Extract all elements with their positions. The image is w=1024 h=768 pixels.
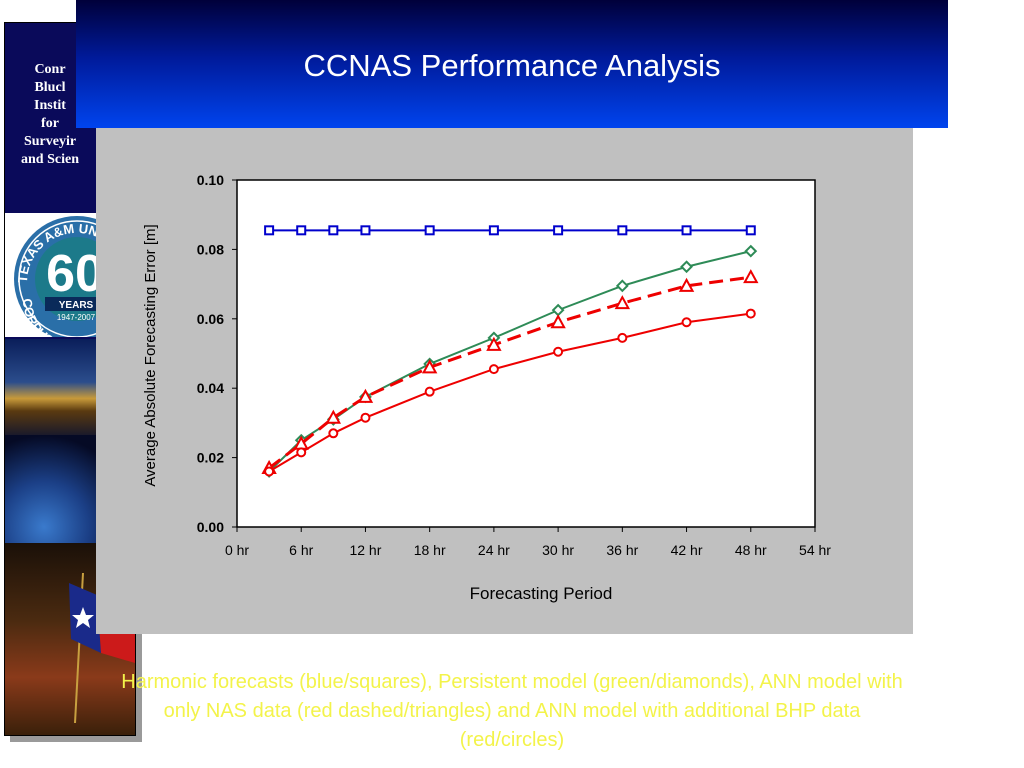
data-point-diamond xyxy=(615,279,629,293)
data-point-triangle xyxy=(678,277,695,292)
sidebar-line: and Scien xyxy=(21,152,79,167)
data-point-triangle xyxy=(550,314,566,329)
data-point-circle xyxy=(328,428,339,439)
data-point-circle xyxy=(681,317,692,328)
x-axis-label: Forecasting Period xyxy=(470,584,613,603)
data-point-circle xyxy=(745,308,756,319)
plot-area xyxy=(236,179,816,528)
chart-panel: 0.00 0.02 0.04 0.06 0.08 0.10 0 hr 6 hr 12 hr 18 … xyxy=(96,128,913,634)
data-point-triangle xyxy=(614,295,631,310)
data-point-square xyxy=(264,225,275,236)
caption-line-1: Harmonic forecasts (blue/squares), Persi… xyxy=(121,671,903,693)
data-point-circle xyxy=(617,332,628,343)
data-point-circle xyxy=(264,466,275,477)
data-point-triangle xyxy=(421,359,438,374)
y-tick-label: 0.02 xyxy=(197,450,224,466)
seal-dates: 1947-2007 xyxy=(57,313,96,322)
y-tick-label: 0.08 xyxy=(197,241,224,257)
data-point-circle xyxy=(296,447,307,458)
data-point-square xyxy=(328,225,339,236)
data-point-circle xyxy=(488,364,499,375)
data-point-square xyxy=(745,225,756,236)
x-tick-label: 36 hr xyxy=(606,542,638,558)
sidebar-line: for xyxy=(41,116,59,131)
seal-years: YEARS xyxy=(59,300,94,311)
y-axis-label: Average Absolute Forecasting Error [m] xyxy=(142,224,159,486)
header-banner: CCNAS Performance Analysis xyxy=(76,0,948,128)
sidebar-line: Conr xyxy=(34,62,66,77)
caption: Harmonic forecasts (blue/squares), Persi… xyxy=(0,668,1024,755)
data-point-triangle xyxy=(486,336,502,351)
data-point-triangle xyxy=(325,409,342,424)
data-point-circle xyxy=(553,346,564,357)
sidebar-institute-name: Conr Blucl Instit for Surveyir and Scien xyxy=(5,61,95,169)
data-point-square xyxy=(296,225,307,236)
slide-title: CCNAS Performance Analysis xyxy=(303,48,721,83)
x-tick-label: 48 hr xyxy=(735,542,767,558)
x-tick-label: 12 hr xyxy=(349,542,381,558)
x-tick-label: 6 hr xyxy=(289,542,313,558)
x-tick-label: 0 hr xyxy=(225,542,249,558)
seal-number: 60 xyxy=(46,245,104,303)
data-point-square xyxy=(553,225,564,236)
data-point-square xyxy=(617,225,628,236)
x-tick-label: 54 hr xyxy=(799,542,831,558)
x-tick-label: 18 hr xyxy=(414,542,446,558)
y-tick-label: 0.10 xyxy=(197,172,224,188)
sidebar-line: Surveyir xyxy=(23,134,77,149)
data-point-square xyxy=(360,225,371,236)
x-tick-label: 42 hr xyxy=(671,542,703,558)
data-point-square xyxy=(681,225,692,236)
data-point-square xyxy=(424,225,435,236)
sidebar-line: Instit xyxy=(34,98,66,113)
y-tick-label: 0.04 xyxy=(197,380,224,396)
series-line-triangle xyxy=(268,275,751,470)
caption-line-2: only NAS data (red dashed/triangles) and… xyxy=(163,700,861,722)
y-tick-label: 0.00 xyxy=(197,519,224,535)
data-point-triangle xyxy=(357,388,374,403)
y-tick-label: 0.06 xyxy=(197,311,224,327)
x-tick-label: 30 hr xyxy=(542,542,574,558)
series-line-diamond xyxy=(268,250,752,473)
data-point-diamond xyxy=(744,244,758,258)
series-line-circle xyxy=(268,312,751,473)
data-point-square xyxy=(488,225,499,236)
line-chart: 0.00 0.02 0.04 0.06 0.08 0.10 0 hr 6 hr 12 hr 18 … xyxy=(142,172,831,603)
data-point-triangle xyxy=(743,269,759,284)
data-point-circle xyxy=(360,412,371,423)
data-point-circle xyxy=(424,386,435,397)
x-tick-label: 24 hr xyxy=(478,542,510,558)
caption-line-3: (red/circles) xyxy=(459,729,565,751)
sidebar-line: Blucl xyxy=(34,80,66,95)
data-point-diamond xyxy=(680,260,693,274)
